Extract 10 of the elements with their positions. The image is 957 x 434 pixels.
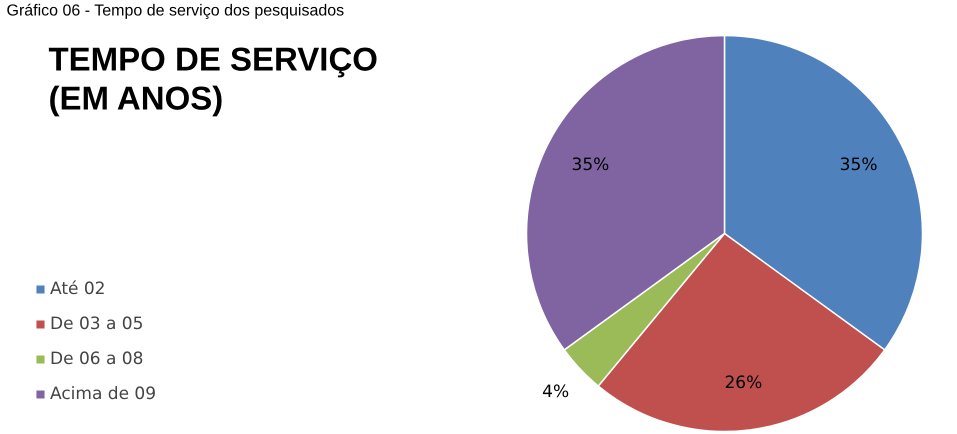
data-label: 35% xyxy=(572,155,610,176)
data-label: 35% xyxy=(840,155,878,176)
data-label: 4% xyxy=(542,382,570,402)
legend-label: Acima de 09 xyxy=(50,384,156,404)
data-label: 26% xyxy=(724,372,762,393)
legend-label: De 03 a 05 xyxy=(50,314,144,334)
legend-label: Até 02 xyxy=(50,279,106,299)
legend-label: De 06 a 08 xyxy=(50,349,144,369)
text: TEMPO DE SERVIÇO (EM ANOS) xyxy=(48,40,378,116)
text: Gráfico 06 - Tempo de serviço dos pesquisados xyxy=(6,2,344,20)
